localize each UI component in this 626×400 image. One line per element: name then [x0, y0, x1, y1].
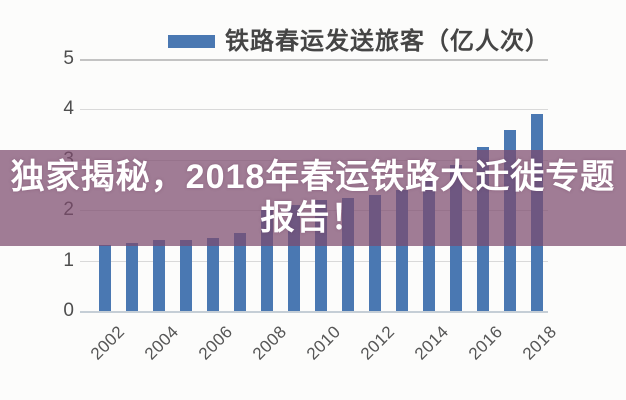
bar-2003: [126, 242, 138, 311]
x-tick-label-2004: 2004: [140, 322, 183, 364]
x-tick-label-2006: 2006: [194, 322, 237, 364]
x-tick-label-2014: 2014: [410, 322, 453, 364]
headline-line2: 报告！: [260, 199, 366, 237]
headline-banner: 独家揭秘，2018年春运铁路大迁徙专题 报告！: [0, 150, 626, 246]
x-axis-line: [80, 311, 548, 313]
x-tick-label-2016: 2016: [464, 322, 507, 364]
legend: 铁路春运发送旅客（亿人次）: [168, 28, 550, 54]
bar-2006: [207, 237, 219, 311]
gridline-5: [80, 59, 548, 61]
x-tick-label-2010: 2010: [302, 322, 345, 364]
x-tick-label-2002: 2002: [86, 322, 129, 364]
y-tick-label-0: 0: [63, 300, 74, 321]
legend-label: 铁路春运发送旅客（亿人次）: [225, 26, 550, 55]
y-tick-label-1: 1: [63, 249, 74, 271]
bar-2005: [180, 240, 192, 311]
x-tick-label-2018: 2018: [518, 322, 561, 364]
x-tick-label-2008: 2008: [248, 322, 291, 364]
headline-line1: 独家揭秘，2018年春运铁路大迁徙专题: [10, 158, 616, 196]
bar-2004: [153, 240, 165, 311]
y-tick-label-4: 4: [63, 98, 74, 120]
y-tick-label-5: 5: [63, 48, 74, 69]
gridline-1: [80, 260, 548, 262]
x-tick-label-2012: 2012: [356, 322, 399, 364]
legend-swatch: [168, 34, 215, 48]
bar-2007: [234, 232, 246, 311]
bar-2002: [99, 245, 111, 311]
gridline-4: [80, 109, 548, 111]
